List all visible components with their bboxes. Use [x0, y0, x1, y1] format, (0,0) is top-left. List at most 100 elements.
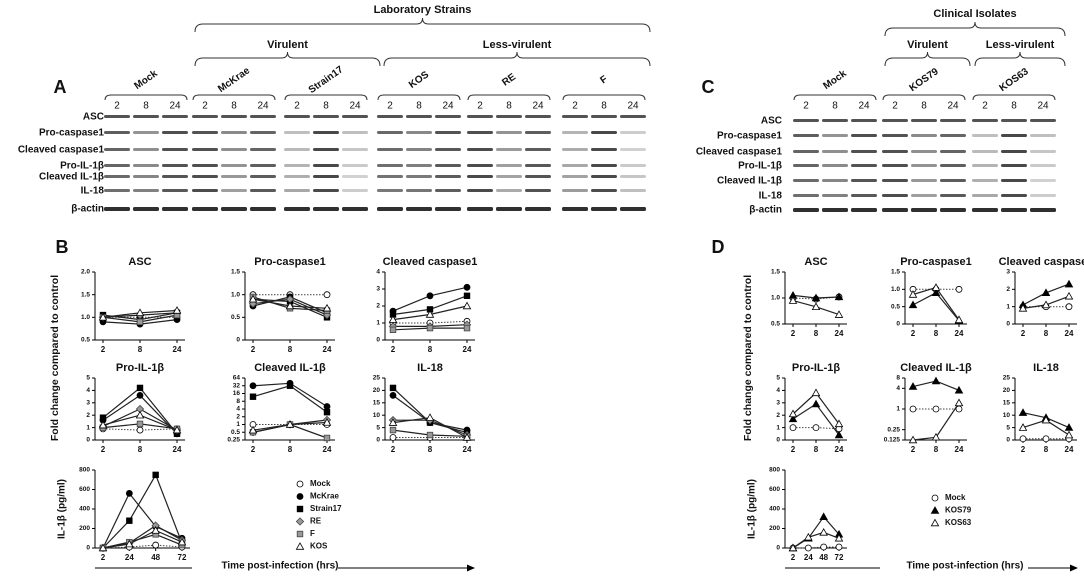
blot-band: [435, 164, 461, 167]
y-tick-label: 600: [79, 486, 90, 493]
group-label: Strain17: [307, 64, 346, 96]
blot-band: [793, 164, 819, 167]
data-point: [323, 403, 331, 410]
data-point: [125, 489, 133, 497]
data-point: [463, 292, 471, 299]
header-brace: [884, 21, 1066, 37]
y-tick-label: 2: [1006, 286, 1010, 293]
legend-marker: [296, 493, 304, 500]
blot-band: [435, 189, 461, 192]
blot-band: [940, 134, 966, 137]
legend-label: KOS63: [945, 518, 972, 527]
data-point: [136, 318, 144, 326]
blot-band: [342, 189, 368, 192]
blot-band: [940, 208, 966, 212]
data-point: [804, 544, 812, 552]
blot-band: [972, 119, 998, 122]
blot-band: [284, 164, 310, 167]
blot-band: [525, 207, 551, 211]
data-point: [1018, 408, 1028, 416]
blot-row-label: ASC: [761, 116, 782, 127]
time-label: 24: [947, 101, 959, 112]
blot-band: [620, 207, 646, 211]
data-point: [126, 517, 133, 524]
panel-letter: D: [712, 237, 725, 257]
blot-band: [591, 164, 617, 167]
time-label: 8: [921, 101, 927, 112]
blot-band: [620, 164, 646, 167]
subheader-brace: [974, 51, 1066, 67]
blot-band: [851, 208, 877, 212]
y-tick-label: 16: [233, 390, 241, 397]
blot-band: [1001, 194, 1027, 197]
blot-band: [911, 208, 937, 212]
y-tick-label: 1.0: [81, 314, 90, 321]
blot-band: [104, 131, 130, 134]
legend-label: McKrae: [310, 492, 339, 501]
blot-band: [377, 189, 403, 192]
y-tick-label: 1: [376, 320, 380, 327]
y-tick-label: 0.5: [231, 314, 240, 321]
chart-title: ASC: [128, 256, 151, 268]
blot-band: [133, 175, 159, 178]
data-point: [152, 541, 160, 549]
blot-band: [851, 134, 877, 137]
time-label: 8: [506, 101, 512, 112]
blot-band: [562, 189, 588, 192]
x-tick-label: 48: [151, 553, 160, 562]
time-label: 8: [832, 101, 838, 112]
data-point: [835, 543, 843, 551]
blot-row-label: Pro-IL-1β: [738, 161, 782, 172]
y-tick-label: 1.5: [771, 269, 780, 276]
blot-band: [911, 134, 937, 137]
blot-band: [882, 208, 908, 212]
blot-header: Clinical Isolates: [933, 8, 1016, 20]
blot-band: [793, 150, 819, 153]
data-point: [388, 418, 398, 426]
time-label: 2: [294, 101, 300, 112]
group-label: KOS79: [907, 66, 941, 94]
blot-band: [940, 179, 966, 182]
blot-band: [851, 164, 877, 167]
data-point: [819, 512, 828, 520]
data-point: [1064, 279, 1074, 288]
blot-band: [882, 164, 908, 167]
blot-band: [221, 115, 247, 118]
x-tick-label: 24: [323, 345, 332, 354]
y-tick-label: 0: [1006, 321, 1010, 328]
blot-band: [525, 131, 551, 134]
x-tick-label: 24: [173, 445, 182, 454]
y-tick-label: 0: [236, 337, 240, 344]
y-tick-label: 1.5: [81, 291, 90, 298]
group-label: Mock: [132, 68, 160, 92]
group-label: KOS: [407, 69, 431, 91]
x-tick-label: 24: [804, 553, 813, 562]
blot-band: [162, 207, 188, 211]
blot-band: [1001, 179, 1027, 182]
x-tick-label: 24: [955, 445, 964, 454]
y-tick-label: 5: [776, 375, 780, 382]
y-tick-label: 0: [376, 337, 380, 344]
blot-band: [406, 207, 432, 211]
blot-band: [1030, 194, 1056, 197]
blot-band: [377, 207, 403, 211]
time-label: 8: [1011, 101, 1017, 112]
y-tick-label: 0.25: [227, 437, 240, 444]
blot-band: [342, 115, 368, 118]
data-point: [932, 405, 940, 413]
y-tick-label: 2: [86, 412, 90, 419]
series-line: [102, 473, 183, 549]
data-point: [462, 433, 472, 441]
blot-band: [133, 115, 159, 118]
data-point: [819, 527, 828, 536]
blot-band: [851, 119, 877, 122]
y-tick-label: 800: [79, 467, 90, 474]
data-point: [425, 413, 435, 421]
blot-band: [104, 148, 130, 151]
y-tick-label: 3: [86, 400, 90, 407]
time-label: 2: [477, 101, 483, 112]
blot-band: [467, 115, 493, 118]
time-label: 2: [114, 101, 120, 112]
blot-band: [221, 189, 247, 192]
blot-band: [406, 115, 432, 118]
